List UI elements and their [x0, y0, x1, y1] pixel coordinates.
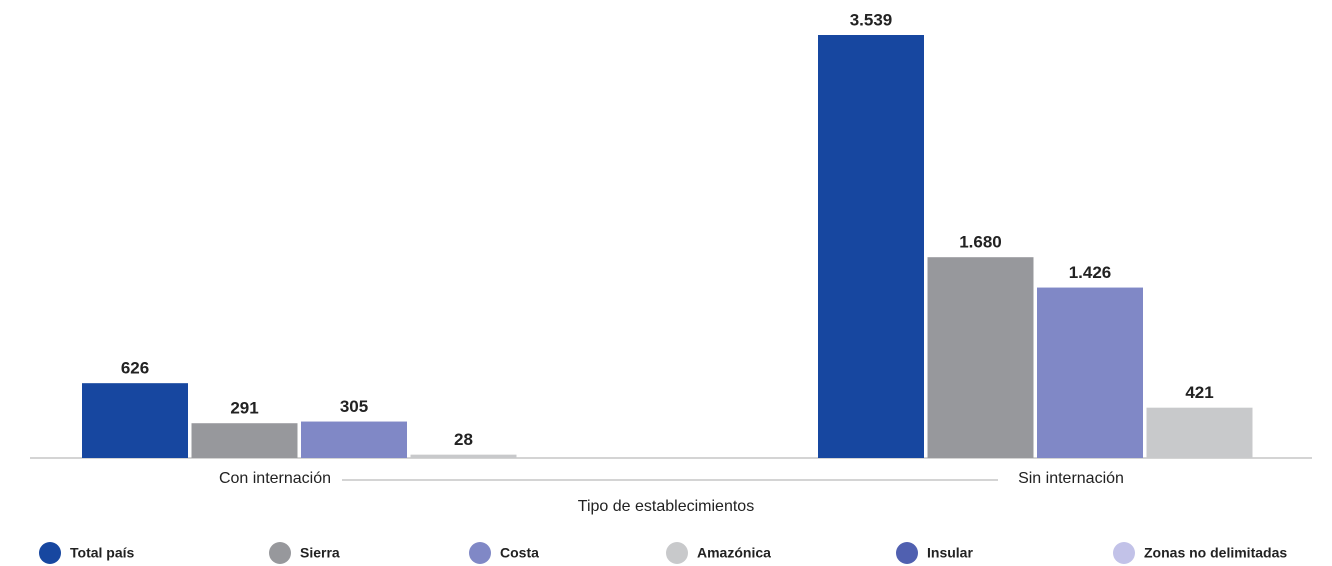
bar — [410, 454, 517, 458]
legend-marker — [666, 542, 688, 564]
bar — [1037, 287, 1143, 458]
bar — [818, 35, 924, 458]
legend-label: Amazónica — [697, 545, 771, 561]
category-label: Sin internación — [1018, 470, 1124, 487]
legend-label: Sierra — [300, 545, 340, 561]
legend-label: Insular — [927, 545, 973, 561]
value-label: 626 — [121, 359, 149, 378]
legend-marker — [469, 542, 491, 564]
value-label: 421 — [1185, 383, 1213, 402]
legend-marker — [39, 542, 61, 564]
bar — [1146, 407, 1253, 458]
bar — [82, 383, 188, 458]
category-label: Con internación — [219, 470, 331, 487]
value-label: 291 — [230, 399, 258, 418]
x-axis-label: Tipo de establecimientos — [578, 498, 754, 515]
value-label: 28 — [454, 430, 473, 449]
legend-label: Total país — [70, 545, 135, 561]
legend-marker — [269, 542, 291, 564]
value-label: 1.680 — [959, 233, 1002, 252]
bar — [927, 257, 1034, 458]
legend-label: Zonas no delimitadas — [1144, 545, 1287, 561]
value-label: 1.426 — [1069, 263, 1112, 282]
value-label: 3.539 — [850, 10, 893, 29]
legend-label: Costa — [500, 545, 539, 561]
legend-marker — [896, 542, 918, 564]
bar — [301, 421, 407, 458]
value-label: 305 — [340, 397, 368, 416]
legend-marker — [1113, 542, 1135, 564]
bar — [191, 423, 298, 458]
